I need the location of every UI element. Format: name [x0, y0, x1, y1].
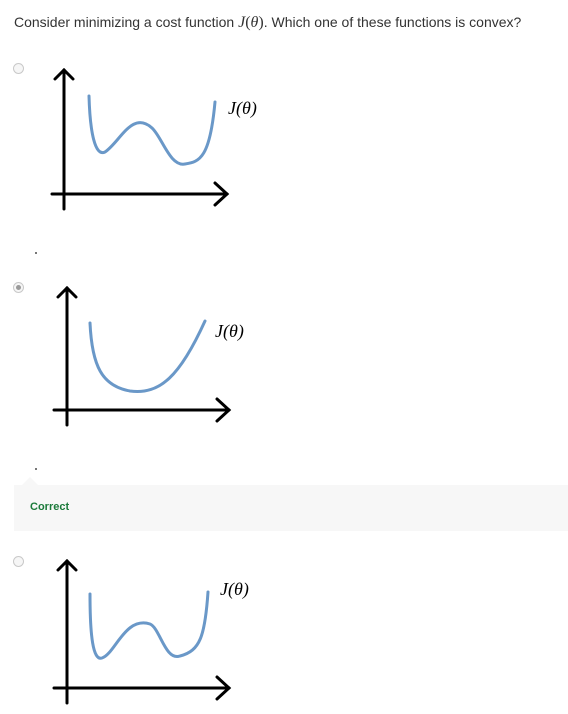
option-3-radio[interactable]	[13, 556, 24, 567]
option-2-radio[interactable]	[13, 282, 24, 293]
question-text: Consider minimizing a cost function J(θ)…	[14, 13, 521, 32]
option-2-graph[interactable]: J(θ)	[40, 281, 280, 431]
graph-label: J(θ)	[228, 98, 257, 119]
curve-non-convex-icon	[88, 590, 210, 660]
separator-dot	[35, 468, 37, 470]
question-suffix: . Which one of these functions is convex…	[263, 14, 522, 30]
y-arrow-icon	[53, 67, 75, 81]
feedback-notch	[22, 477, 38, 485]
option-1-radio[interactable]	[13, 63, 24, 74]
curve-convex-icon	[88, 319, 207, 394]
question-math: J(θ)	[238, 14, 264, 31]
x-arrow-icon	[213, 181, 230, 207]
x-arrow-icon	[215, 397, 232, 423]
option-3-graph[interactable]: J(θ)	[40, 556, 280, 714]
y-arrow-icon	[56, 285, 78, 299]
curve-non-convex-icon	[87, 94, 217, 166]
graph-label: J(θ)	[215, 321, 244, 342]
graph-label: J(θ)	[220, 579, 249, 600]
feedback-box: Correct	[14, 485, 568, 531]
y-arrow-icon	[56, 558, 78, 572]
question-prefix: Consider minimizing a cost function	[14, 14, 239, 30]
separator-dot	[35, 252, 37, 254]
option-1-graph[interactable]: J(θ)	[40, 62, 280, 212]
feedback-correct-label: Correct	[30, 501, 70, 513]
x-arrow-icon	[215, 675, 232, 701]
